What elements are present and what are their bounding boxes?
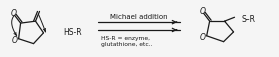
- Text: S–R: S–R: [241, 14, 256, 23]
- Text: glutathione, etc..: glutathione, etc..: [101, 41, 153, 46]
- Text: Michael addition: Michael addition: [110, 14, 168, 20]
- Text: HS-R = enzyme,: HS-R = enzyme,: [101, 35, 150, 40]
- Text: HS-R: HS-R: [63, 28, 82, 37]
- Text: O: O: [12, 36, 18, 44]
- Text: O: O: [11, 9, 17, 18]
- Text: O: O: [200, 33, 206, 42]
- Text: O: O: [200, 7, 206, 16]
